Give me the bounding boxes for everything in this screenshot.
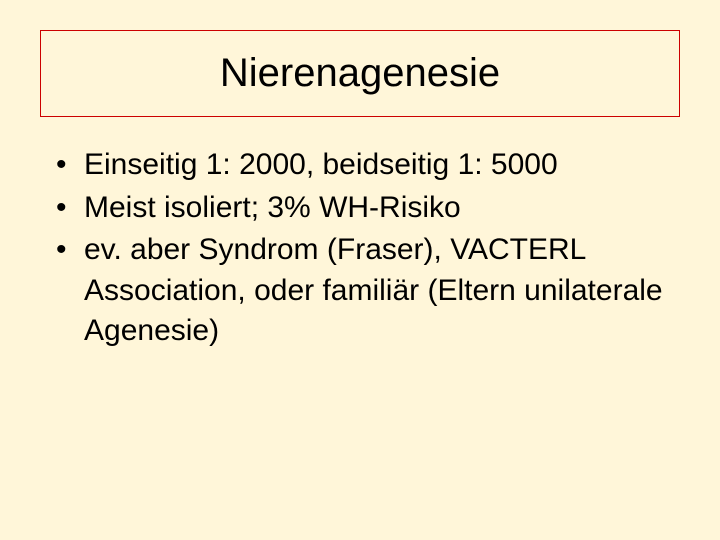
bullet-item: ev. aber Syndrom (Fraser), VACTERL Assoc… [50, 230, 670, 352]
bullet-item: Einseitig 1: 2000, beidseitig 1: 5000 [50, 145, 670, 186]
slide-title: Nierenagenesie [41, 51, 679, 96]
bullet-text: Meist isoliert; 3% WH-Risiko [84, 191, 461, 224]
title-box: Nierenagenesie [40, 30, 680, 117]
bullet-list: Einseitig 1: 2000, beidseitig 1: 5000 Me… [50, 145, 670, 352]
content-area: Einseitig 1: 2000, beidseitig 1: 5000 Me… [40, 145, 680, 352]
bullet-text: ev. aber Syndrom (Fraser), VACTERL Assoc… [84, 230, 670, 352]
bullet-item: Meist isoliert; 3% WH-Risiko [50, 188, 670, 229]
bullet-text: Einseitig 1: 2000, beidseitig 1: 5000 [84, 148, 558, 181]
